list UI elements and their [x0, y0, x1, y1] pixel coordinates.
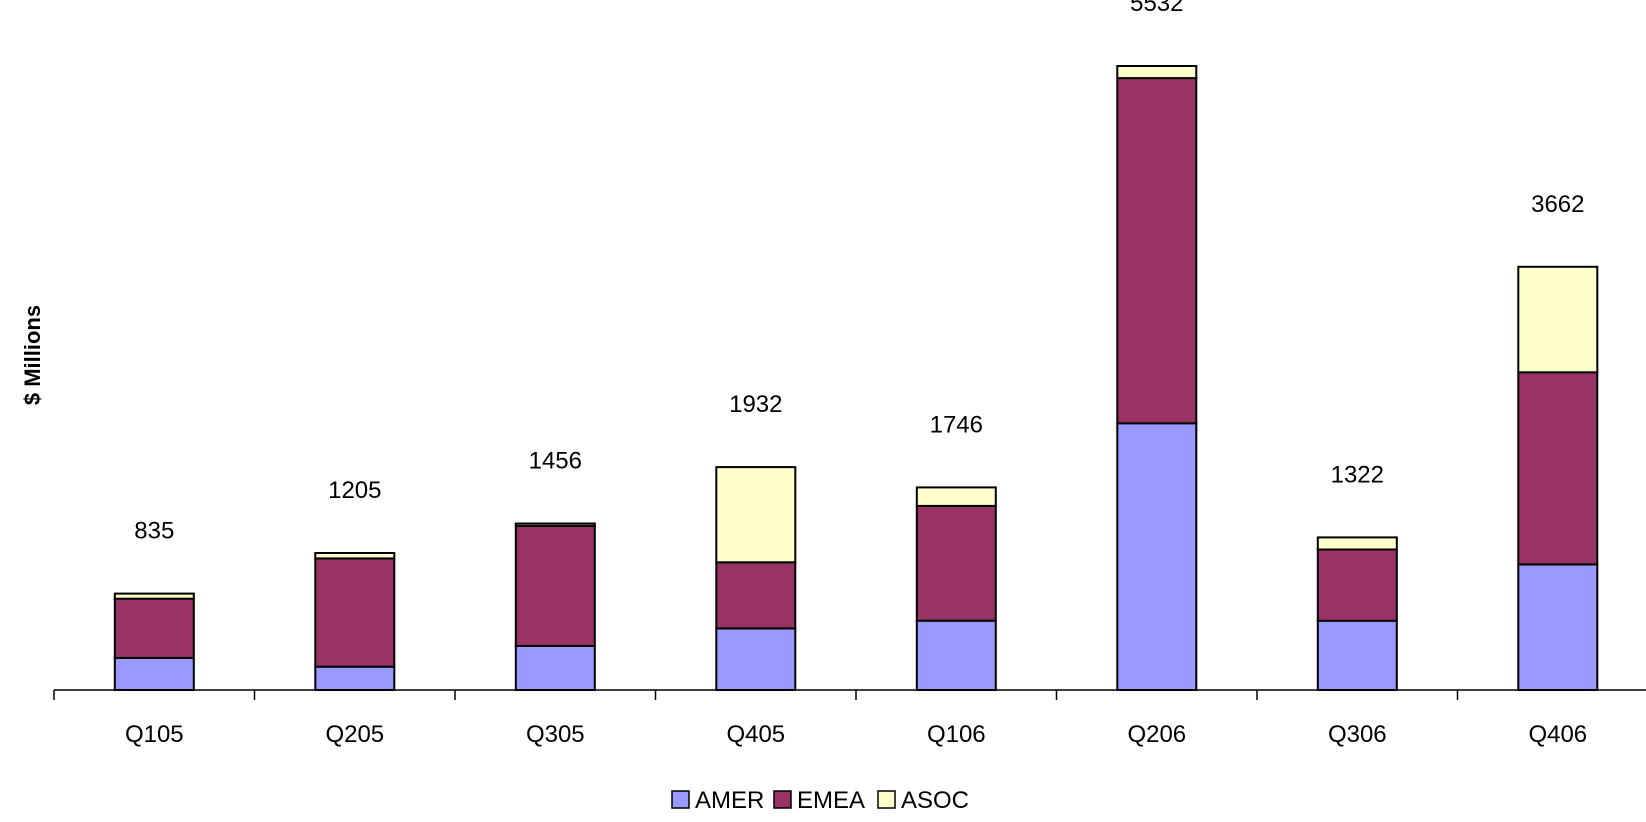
legend: AMER EMEA ASOC — [671, 787, 969, 814]
bar-emea-q106 — [915, 504, 997, 622]
bar-amer-q406 — [1517, 563, 1599, 691]
bar-asoc-q105 — [113, 592, 195, 600]
bar-asoc-q406 — [1517, 265, 1599, 374]
legend-swatch-asoc — [877, 790, 896, 809]
x-tick-label-q306: Q306 — [1328, 721, 1387, 748]
total-label-q206: 5532 — [1130, 0, 1183, 17]
bar-amer-q106 — [915, 619, 997, 692]
bar-emea-q406 — [1517, 371, 1599, 566]
bar-amer-q206 — [1116, 422, 1198, 691]
x-tick-label-q305: Q305 — [526, 721, 585, 748]
total-label-q106: 1746 — [930, 411, 983, 438]
bar-asoc-q206 — [1116, 65, 1198, 80]
x-tick-label-q106: Q106 — [927, 721, 986, 748]
bars-layer — [113, 65, 1599, 692]
legend-label-asoc: ASOC — [901, 787, 969, 814]
bar-emea-q105 — [113, 597, 195, 659]
total-label-q405: 1932 — [729, 391, 782, 418]
total-label-q406: 3662 — [1531, 191, 1584, 218]
bar-amer-q305 — [514, 644, 596, 692]
x-axis: Q105 Q205 Q305 Q405 Q106 Q206 Q306 Q406 — [53, 689, 1646, 748]
total-label-q105: 835 — [134, 518, 174, 545]
legend-swatch-emea — [773, 790, 792, 809]
x-tick-label-q105: Q105 — [125, 721, 184, 748]
y-axis-label: $ Millions — [20, 305, 45, 405]
total-label-q205: 1205 — [328, 477, 381, 504]
x-tick-label-q406: Q406 — [1528, 721, 1587, 748]
bar-asoc-q405 — [715, 466, 797, 564]
bar-asoc-q106 — [915, 486, 997, 507]
legend-swatch-amer — [671, 790, 690, 809]
x-tick-label-q206: Q206 — [1127, 721, 1186, 748]
legend-label-amer: AMER — [695, 787, 764, 814]
bar-amer-q306 — [1316, 619, 1398, 692]
x-tick-label-q405: Q405 — [726, 721, 785, 748]
legend-label-emea: EMEA — [797, 787, 865, 814]
bar-asoc-q305 — [514, 522, 596, 527]
bar-emea-q205 — [314, 557, 396, 668]
bar-asoc-q205 — [314, 552, 396, 560]
total-label-q306: 1322 — [1331, 461, 1384, 488]
total-label-q305: 1456 — [529, 448, 582, 475]
bar-amer-q105 — [113, 657, 195, 691]
total-labels-layer: 835 1205 1456 1932 1746 5532 1322 3662 — [134, 0, 1584, 545]
bar-amer-q205 — [314, 665, 396, 692]
bar-emea-q305 — [514, 524, 596, 647]
x-tick-label-q205: Q205 — [325, 721, 384, 748]
bar-asoc-q306 — [1316, 536, 1398, 551]
bar-amer-q405 — [715, 627, 797, 692]
bar-emea-q405 — [715, 561, 797, 630]
bar-emea-q206 — [1116, 77, 1198, 425]
y-axis-label-group: $ Millions — [20, 305, 45, 405]
bar-emea-q306 — [1316, 548, 1398, 622]
